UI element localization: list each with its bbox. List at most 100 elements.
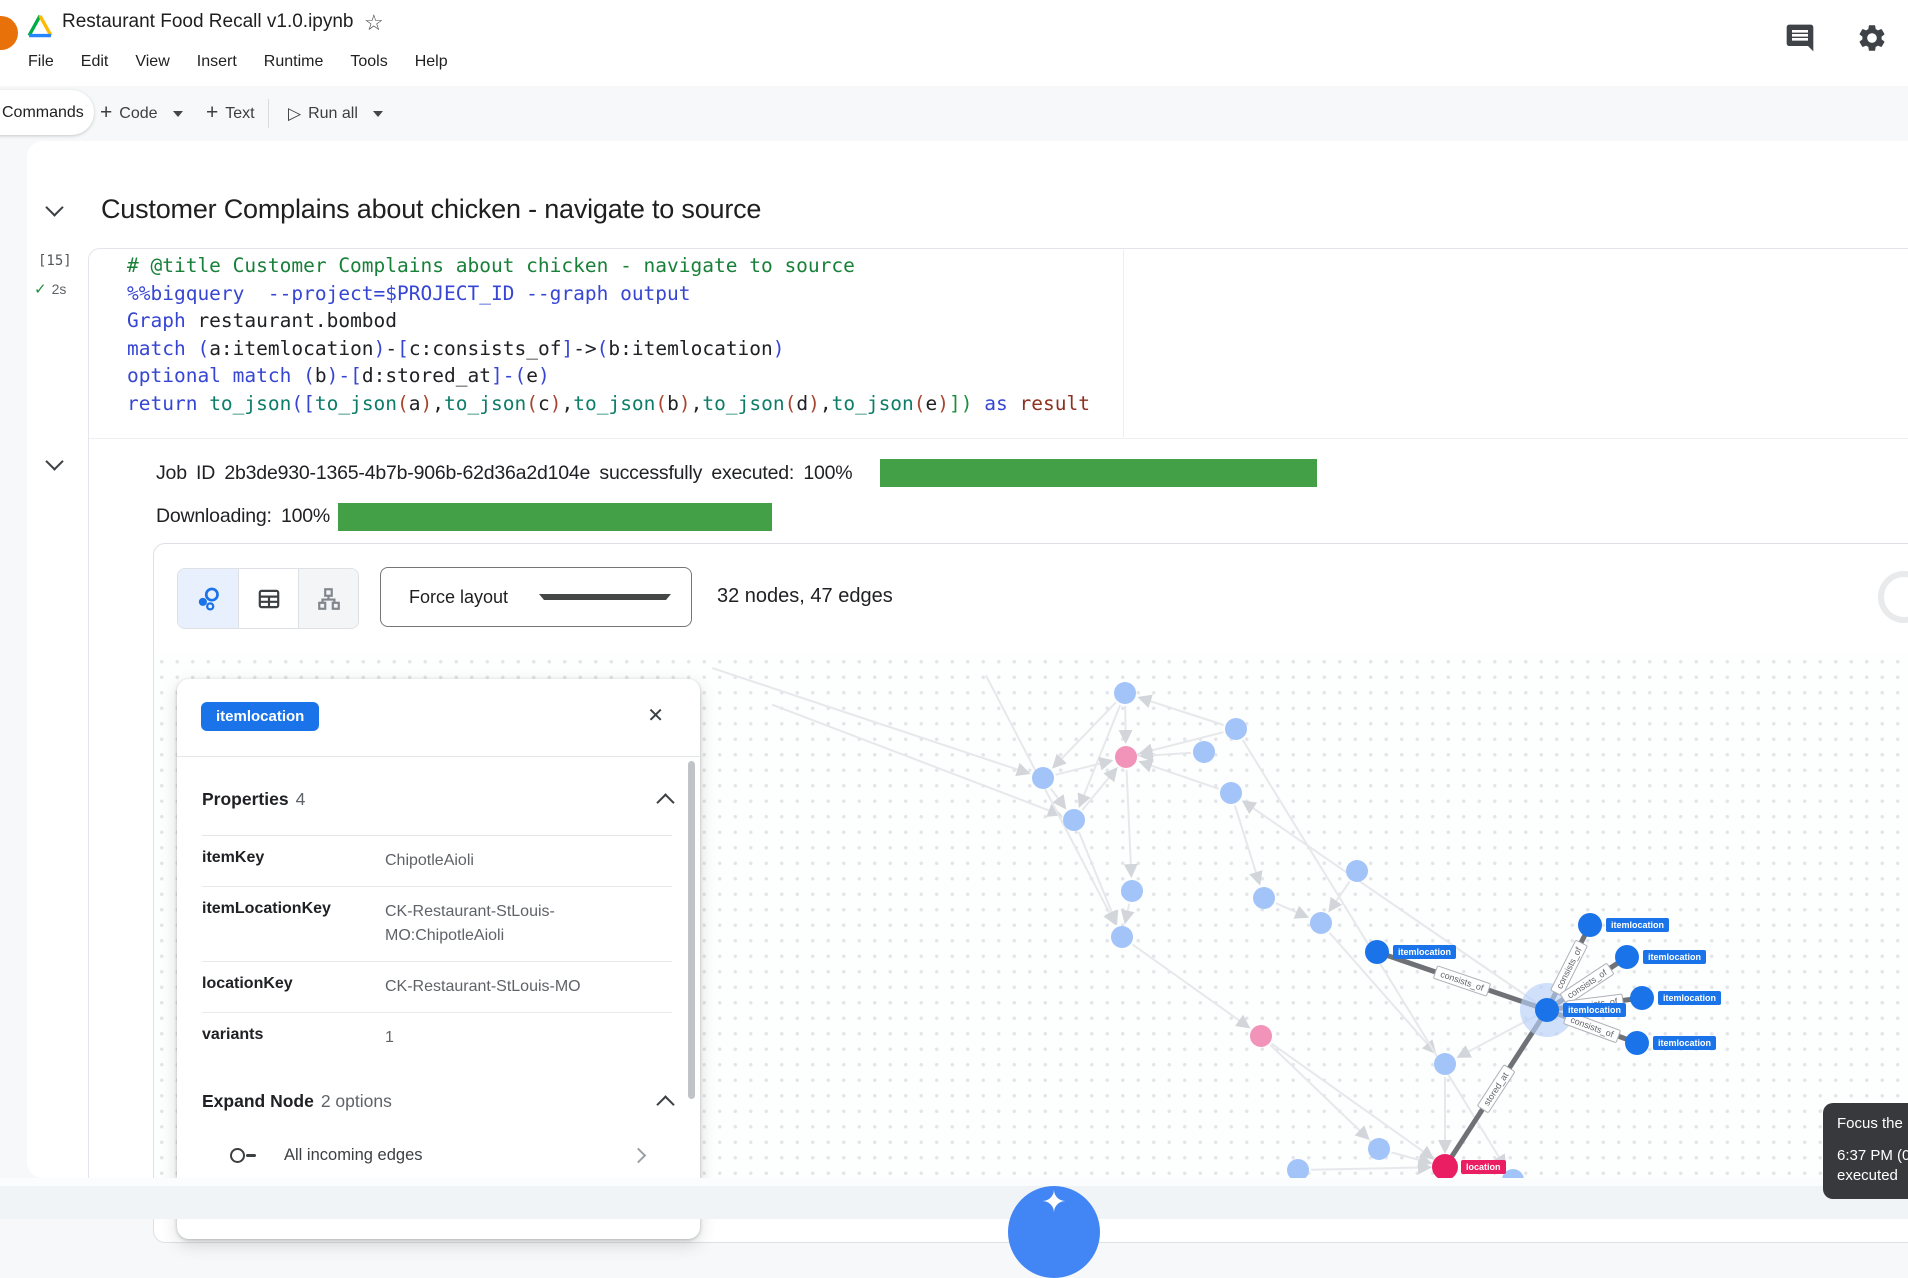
code-line[interactable]: # @title Customer Complains about chicke… (127, 254, 855, 277)
graph-node-pink[interactable] (1250, 1025, 1272, 1047)
graph-view-button[interactable] (178, 569, 238, 628)
expand-node-section-header[interactable]: Expand Node 2 options (202, 1063, 675, 1124)
run-icon: ▷ (288, 103, 302, 123)
graph-node-pink[interactable] (1115, 746, 1137, 768)
chevron-up-icon[interactable] (656, 1095, 675, 1114)
graph-edge (1077, 704, 1122, 808)
graph-edge (1456, 1015, 1536, 1058)
graph-node-light[interactable] (1063, 809, 1085, 831)
run-all-label: Run all (308, 104, 358, 122)
star-icon[interactable]: ☆ (364, 10, 384, 35)
graph-node-light[interactable] (1502, 1169, 1524, 1178)
menu-view[interactable]: View (135, 53, 170, 70)
graph-node-magenta[interactable] (1432, 1154, 1458, 1178)
code-line[interactable]: %%bigquery --project=$PROJECT_ID --graph… (127, 281, 691, 305)
graph-node-light[interactable] (1434, 1053, 1456, 1075)
code-line[interactable]: return to_json([to_json(a),to_json(c),to… (127, 391, 1090, 415)
graph-node-primary[interactable] (1578, 913, 1602, 937)
close-icon[interactable]: ✕ (647, 705, 664, 727)
graph-node-primary[interactable] (1630, 986, 1654, 1010)
graph-node-light[interactable] (1220, 782, 1242, 804)
graph-node-light[interactable] (1346, 860, 1368, 882)
graph-node-primary[interactable] (1615, 945, 1639, 969)
card-header: itemlocation ✕ (177, 679, 700, 756)
node-label-chip: itemlocation (1563, 1003, 1627, 1017)
commands-button[interactable]: Commands (0, 90, 94, 135)
menu-runtime[interactable]: Runtime (263, 53, 324, 70)
property-value: ChipotleAioli (385, 852, 474, 869)
properties-label: Properties (202, 789, 289, 809)
code-editor[interactable]: # @title Customer Complains about chicke… (127, 252, 1090, 418)
layout-select[interactable]: Force layout (380, 567, 692, 627)
expand-option-row[interactable]: All incoming edges (202, 1124, 672, 1165)
schema-view-button[interactable] (298, 569, 358, 628)
plus-icon: + (100, 100, 113, 124)
node-label-chip: itemlocation (1653, 1036, 1717, 1050)
cell-divider (89, 438, 1908, 439)
menu-file[interactable]: File (28, 53, 54, 70)
layout-select-value: Force layout (409, 586, 509, 607)
graph-edge (1132, 943, 1251, 1029)
graph-node-light[interactable] (1253, 887, 1275, 909)
graph-node-light[interactable] (1111, 926, 1133, 948)
graph-node-light[interactable] (1225, 718, 1247, 740)
graph-edge (1233, 805, 1263, 886)
properties-section-header[interactable]: Properties 4 (202, 757, 675, 835)
code-line[interactable]: match (a:itemlocation)-[c:consists_of]->… (127, 336, 785, 360)
gemini-fab[interactable]: ✦ (1008, 1186, 1100, 1278)
job-status-text: Job ID 2b3de930-1365-4b7b-906b-62d36a2d1… (156, 462, 853, 484)
zoom-control-button[interactable] (1878, 571, 1908, 623)
code-line[interactable]: optional match (b)-[d:stored_at]-(e) (127, 364, 550, 388)
property-row: variants 1 (202, 1012, 672, 1063)
chevron-up-icon[interactable] (656, 793, 675, 812)
graph-node-selected[interactable] (1535, 998, 1559, 1022)
run-all-button[interactable]: ▷ Run all (288, 86, 383, 141)
graph-edge (1120, 903, 1135, 925)
menu-bar: File Edit View Insert Runtime Tools Help (28, 53, 448, 71)
graph-node-light[interactable] (1310, 912, 1332, 934)
comment-icon[interactable] (1784, 22, 1816, 54)
graph-edge (712, 667, 1031, 777)
property-value: 1 (385, 1029, 394, 1046)
code-line[interactable]: Graph restaurant.bombod (127, 309, 398, 333)
settings-gear-icon[interactable] (1856, 22, 1888, 54)
page-footer (0, 1178, 1908, 1219)
notebook-title[interactable]: Restaurant Food Recall v1.0.ipynb (62, 11, 354, 32)
graph-node-light[interactable] (1114, 682, 1136, 704)
chevron-right-icon (630, 1147, 647, 1164)
graph-node-primary[interactable] (1365, 940, 1389, 964)
node-details-card: itemlocation ✕ Properties 4 itemKey Chipo… (177, 679, 700, 1239)
graph-edge (1328, 932, 1437, 1055)
graph-edge (1271, 1042, 1435, 1160)
menu-help[interactable]: Help (414, 53, 448, 70)
download-status-text: Downloading: 100% (156, 505, 331, 527)
chevron-down-icon[interactable] (372, 110, 383, 117)
property-row: itemLocationKey CK-Restaurant-StLouis-MO:… (202, 886, 672, 961)
graph-node-light[interactable] (1032, 767, 1054, 789)
node-label-chip: itemlocation (1643, 950, 1707, 964)
graph-node-light[interactable] (1287, 1159, 1309, 1178)
graph-edge (1123, 769, 1138, 879)
graph-node-light[interactable] (1193, 741, 1215, 763)
chevron-down-icon[interactable] (172, 110, 183, 117)
divider (202, 835, 672, 836)
menu-edit[interactable]: Edit (80, 53, 109, 70)
add-code-button[interactable]: + Code (100, 86, 183, 141)
avatar[interactable] (0, 16, 18, 50)
table-view-button[interactable] (238, 569, 298, 628)
graph-node-light[interactable] (1368, 1138, 1390, 1160)
graph-node-light[interactable] (1121, 880, 1143, 902)
card-scrollbar[interactable] (688, 761, 695, 1099)
property-value: CK-Restaurant-StLouis-MO (385, 978, 581, 995)
menu-insert[interactable]: Insert (196, 53, 237, 70)
notebook-toolbar: Commands + Code + Text ▷ Run all (0, 86, 1908, 141)
gemini-spark-icon: ✦ (1041, 1186, 1067, 1219)
graph-node-primary[interactable] (1625, 1031, 1649, 1055)
graph-edge (771, 703, 1062, 817)
section-heading: Customer Complains about chicken - navig… (101, 194, 762, 224)
menu-tools[interactable]: Tools (350, 53, 388, 70)
add-text-button[interactable]: + Text (206, 86, 255, 141)
property-key: itemKey (202, 849, 265, 866)
tooltip-line: 6:37 PM (0 (1837, 1147, 1908, 1164)
toolbar-divider (268, 99, 269, 128)
